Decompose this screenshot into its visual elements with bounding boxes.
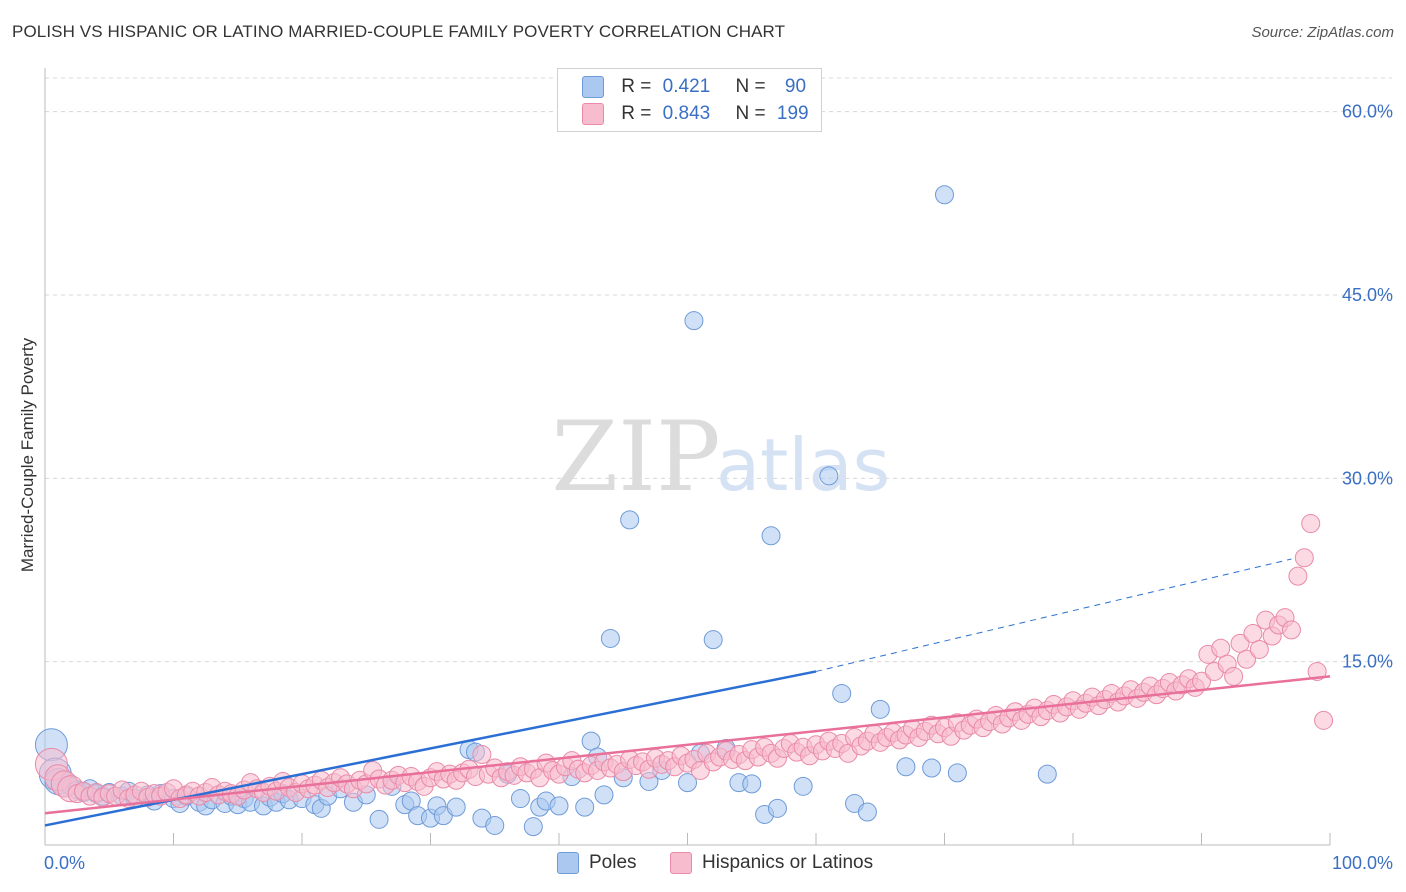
hispanic-point xyxy=(1224,666,1244,686)
legend-row-poles: R = 0.421 N = 90 xyxy=(582,76,806,100)
hispanic-r-label: R = xyxy=(621,103,652,125)
poles-point xyxy=(870,699,890,719)
poles-point xyxy=(523,817,543,837)
poles-legend-label: Poles xyxy=(589,852,637,874)
poles-point xyxy=(549,796,569,816)
hispanic-point xyxy=(1307,661,1327,681)
poles-point xyxy=(767,798,787,818)
poles-point xyxy=(510,789,530,809)
poles-point xyxy=(369,809,389,829)
hispanic-n-value: 199 xyxy=(776,103,809,125)
poles-point xyxy=(819,466,839,486)
poles-point xyxy=(620,510,640,530)
hispanic-points xyxy=(34,514,1334,809)
hispanic-r-value: 0.843 xyxy=(662,103,711,125)
poles-point xyxy=(594,785,614,805)
axes xyxy=(44,68,1331,846)
poles-point xyxy=(678,773,697,793)
watermark-zip: ZIP xyxy=(551,401,720,513)
hispanic-point xyxy=(1249,639,1269,659)
poles-point xyxy=(600,628,620,648)
watermark: ZIP atlas xyxy=(551,401,890,513)
poles-n-label: N = xyxy=(735,76,766,98)
poles-point xyxy=(896,757,916,777)
poles-point xyxy=(922,758,942,778)
poles-n-value: 90 xyxy=(784,76,807,98)
poles-point xyxy=(684,311,704,331)
hispanic-legend-label: Hispanics or Latinos xyxy=(702,852,874,874)
y-tick-label: 60.0% xyxy=(1342,102,1393,122)
correlation-legend: R = 0.421 N = 90 R = 0.843 N = 199 xyxy=(557,68,822,132)
poles-point xyxy=(575,797,595,817)
poles-swatch xyxy=(582,76,604,98)
legend-row-hispanic: R = 0.843 N = 199 xyxy=(582,103,809,127)
poles-point xyxy=(935,185,954,205)
hispanic-point xyxy=(1236,649,1256,669)
x-tick-label-max: 100.0% xyxy=(1332,853,1393,873)
poles-point xyxy=(703,630,723,650)
y-tick-label: 15.0% xyxy=(1342,652,1393,672)
chart-title: POLISH VS HISPANIC OR LATINO MARRIED-COU… xyxy=(12,22,786,41)
y-tick-label: 45.0% xyxy=(1342,285,1393,305)
hispanic-point xyxy=(1301,514,1321,534)
hispanic-n-label: N = xyxy=(735,103,766,125)
poles-point xyxy=(793,776,813,796)
poles-point xyxy=(1037,764,1057,784)
poles-point xyxy=(485,815,505,835)
poles-point xyxy=(742,774,762,794)
x-tick-label-min: 0.0% xyxy=(44,853,85,873)
source-label: Source: ZipAtlas.com xyxy=(1251,24,1394,41)
hispanic-point xyxy=(1294,548,1314,568)
hispanic-legend-swatch xyxy=(670,852,692,874)
bottom-legend-poles: Poles xyxy=(557,852,637,874)
poles-r-label: R = xyxy=(621,76,652,98)
tick-labels: 15.0% 30.0% 45.0% 60.0% 0.0% 100.0% xyxy=(44,102,1393,873)
poles-r-value: 0.421 xyxy=(662,76,711,98)
hispanic-point xyxy=(1243,624,1263,644)
hispanic-point xyxy=(472,745,492,765)
hispanic-point xyxy=(1211,638,1231,658)
hispanic-swatch xyxy=(582,103,604,125)
hispanic-trend-line xyxy=(44,675,1331,815)
gridlines xyxy=(45,77,1392,663)
poles-point xyxy=(947,763,967,783)
poles-point xyxy=(446,797,466,817)
poles-point xyxy=(832,683,852,703)
bottom-legend-hispanic: Hispanics or Latinos xyxy=(670,852,873,874)
trend-lines xyxy=(44,558,1331,827)
poles-trend-extension xyxy=(815,558,1292,672)
hispanic-point xyxy=(1288,566,1308,586)
poles-point xyxy=(857,802,877,822)
poles-point xyxy=(581,731,601,751)
hispanic-point xyxy=(1314,710,1334,730)
y-tick-label: 30.0% xyxy=(1342,468,1393,488)
poles-point xyxy=(761,526,781,546)
poles-legend-swatch xyxy=(557,852,579,874)
hispanic-point xyxy=(1281,620,1301,640)
watermark-atlas: atlas xyxy=(716,423,890,507)
